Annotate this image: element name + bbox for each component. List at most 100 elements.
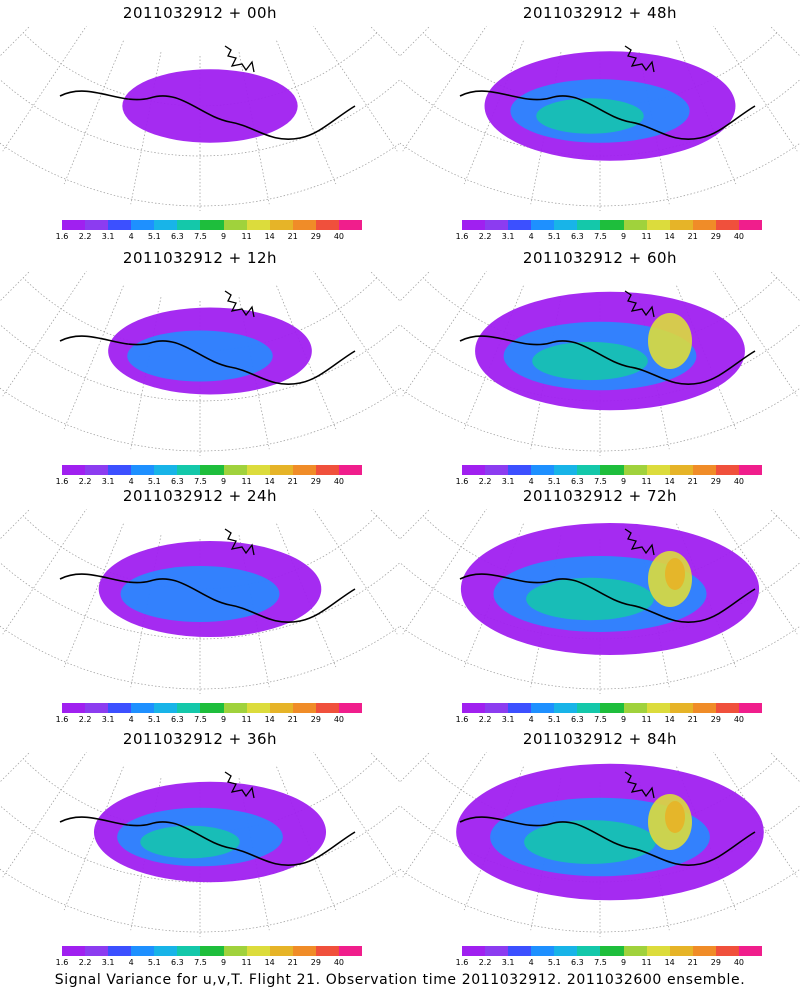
figure-caption: Signal Variance for u,v,T. Flight 21. Ob… bbox=[54, 972, 746, 988]
colorbar-swatch bbox=[577, 220, 601, 230]
colorbar-label: 4 bbox=[128, 477, 134, 486]
map-plot bbox=[0, 271, 400, 456]
colorbar-label: 5.1 bbox=[547, 477, 561, 486]
colorbar-swatch bbox=[177, 946, 201, 956]
colorbar-swatch bbox=[223, 465, 247, 475]
panel-4: 2011032912 + 24h 1.6 2.2 3.1 4 5.1 6.3 7.5 9 11 1… bbox=[0, 483, 400, 728]
colorbar-swatch bbox=[715, 703, 739, 713]
colorbar-label: 11 bbox=[241, 958, 252, 967]
colorbar-swatch bbox=[154, 220, 178, 230]
colorbar: 1.6 2.2 3.1 4 5.1 6.3 7.5 9 11 14 21 29 40 bbox=[456, 703, 763, 727]
colorbar-swatch bbox=[223, 703, 247, 713]
colorbar-label: 5.1 bbox=[547, 232, 561, 241]
colorbar-label: 7.5 bbox=[194, 232, 207, 241]
colorbar-label: 29 bbox=[310, 958, 321, 967]
colorbar-label: 2.2 bbox=[478, 715, 492, 724]
colorbar-label: 9 bbox=[620, 232, 627, 241]
colorbar-swatch bbox=[531, 220, 555, 230]
panel-title: 2011032912 + 36h bbox=[122, 730, 278, 748]
colorbar-label: 14 bbox=[264, 477, 275, 486]
colorbar-swatch bbox=[600, 465, 624, 475]
colorbar-label: 4 bbox=[128, 958, 134, 967]
map-plot bbox=[400, 26, 800, 211]
colorbar-swatch bbox=[623, 946, 647, 956]
colorbar: 1.6 2.2 3.1 4 5.1 6.3 7.5 9 11 14 21 29 40 bbox=[56, 220, 363, 244]
colorbar-swatch bbox=[338, 220, 363, 230]
colorbar-swatch bbox=[669, 703, 693, 713]
colorbar-label: 2.2 bbox=[78, 232, 92, 241]
panel-2: 2011032912 + 12h 1.6 2.2 3.1 4 5.1 6.3 7.5 9 11 1… bbox=[0, 245, 400, 490]
colorbar-label: 14 bbox=[664, 715, 675, 724]
colorbar-label: 40 bbox=[733, 232, 745, 241]
colorbar-label: 29 bbox=[310, 232, 321, 241]
colorbar-label: 2.2 bbox=[478, 477, 492, 486]
colorbar-swatch bbox=[85, 465, 109, 475]
colorbar-label: 2.2 bbox=[78, 477, 92, 486]
colorbar-swatch bbox=[485, 946, 509, 956]
colorbar-label: 21 bbox=[287, 715, 298, 724]
colorbar-swatch bbox=[623, 220, 647, 230]
colorbar-label: 40 bbox=[333, 232, 345, 241]
colorbar-swatch bbox=[246, 703, 270, 713]
colorbar-label: 11 bbox=[241, 715, 252, 724]
colorbar-swatch bbox=[223, 220, 247, 230]
colorbar-label: 1.6 bbox=[55, 477, 69, 486]
colorbar-label: 9 bbox=[620, 958, 627, 967]
colorbar-label: 9 bbox=[220, 958, 227, 967]
map-plot bbox=[0, 752, 400, 937]
colorbar-swatch bbox=[223, 946, 247, 956]
colorbar-swatch bbox=[315, 703, 339, 713]
panel-0: 2011032912 + 00h 1.6 2.2 3.1 4 5.1 6.3 7.5 9 11 1… bbox=[0, 0, 400, 245]
colorbar-label: 40 bbox=[733, 715, 745, 724]
colorbar-swatch bbox=[315, 220, 339, 230]
colorbar-swatch bbox=[462, 220, 486, 230]
colorbar: 1.6 2.2 3.1 4 5.1 6.3 7.5 9 11 14 21 29 40 bbox=[456, 946, 763, 970]
colorbar-swatch bbox=[508, 465, 532, 475]
colorbar-swatch bbox=[554, 220, 578, 230]
panel-title: 2011032912 + 12h bbox=[122, 249, 278, 267]
colorbar-label: 1.6 bbox=[55, 232, 69, 241]
panel-title: 2011032912 + 72h bbox=[522, 487, 678, 505]
colorbar-swatch bbox=[131, 465, 155, 475]
colorbar-label: 21 bbox=[287, 232, 298, 241]
colorbar-swatch bbox=[338, 946, 363, 956]
colorbar-swatch bbox=[200, 703, 224, 713]
colorbar-swatch bbox=[154, 465, 178, 475]
colorbar-swatch bbox=[269, 220, 293, 230]
colorbar-swatch bbox=[738, 465, 763, 475]
colorbar-label: 1.6 bbox=[455, 477, 469, 486]
colorbar-swatch bbox=[62, 465, 86, 475]
colorbar-swatch bbox=[177, 465, 201, 475]
colorbar-swatch bbox=[246, 946, 270, 956]
colorbar-swatch bbox=[531, 465, 555, 475]
colorbar-label: 3.1 bbox=[501, 715, 515, 724]
colorbar-swatch bbox=[646, 946, 670, 956]
colorbar-label: 5.1 bbox=[147, 715, 161, 724]
colorbar-label: 3.1 bbox=[101, 232, 115, 241]
colorbar-label: 3.1 bbox=[501, 477, 515, 486]
panel-title: 2011032912 + 84h bbox=[522, 730, 678, 748]
colorbar-swatch bbox=[154, 703, 178, 713]
colorbar-swatch bbox=[246, 220, 270, 230]
colorbar-label: 6.3 bbox=[571, 958, 584, 967]
colorbar-swatch bbox=[485, 465, 509, 475]
colorbar-label: 1.6 bbox=[455, 232, 469, 241]
colorbar-label: 14 bbox=[664, 232, 675, 241]
colorbar-swatch bbox=[62, 220, 86, 230]
colorbar-label: 11 bbox=[641, 715, 652, 724]
colorbar-swatch bbox=[315, 465, 339, 475]
colorbar-swatch bbox=[738, 946, 763, 956]
colorbar-label: 5.1 bbox=[147, 958, 161, 967]
colorbar-label: 1.6 bbox=[455, 715, 469, 724]
colorbar-swatch bbox=[715, 220, 739, 230]
colorbar-label: 21 bbox=[687, 232, 698, 241]
colorbar-swatch bbox=[485, 703, 509, 713]
colorbar-label: 9 bbox=[220, 477, 227, 486]
colorbar-label: 3.1 bbox=[101, 715, 115, 724]
colorbar-label: 7.5 bbox=[594, 958, 607, 967]
colorbar-label: 40 bbox=[733, 958, 745, 967]
colorbar-swatch bbox=[623, 465, 647, 475]
colorbar-label: 6.3 bbox=[171, 715, 184, 724]
colorbar-label: 4 bbox=[528, 958, 534, 967]
colorbar-swatch bbox=[531, 703, 555, 713]
